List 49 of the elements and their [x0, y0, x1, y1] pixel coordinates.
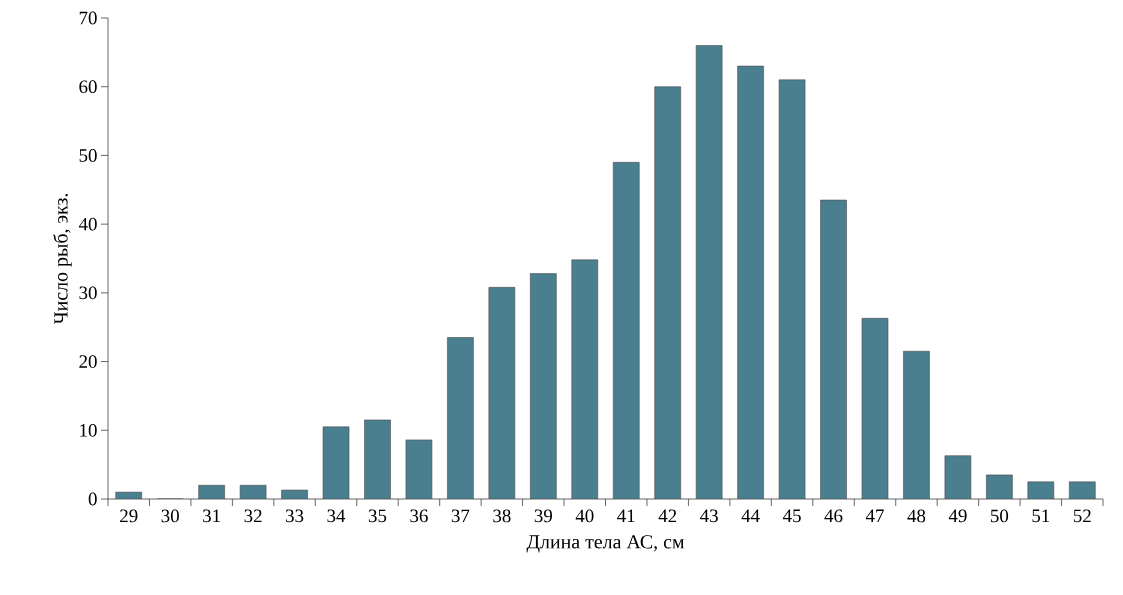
x-tick-label: 49 — [948, 509, 967, 523]
y-tick-label: 0 — [88, 492, 97, 506]
x-tick-label: 39 — [534, 509, 553, 523]
y-axis-title: Число рыб, экз. — [53, 193, 72, 325]
x-tick-label: 52 — [1073, 509, 1091, 523]
x-tick-label: 45 — [782, 509, 801, 523]
x-tick-label: 46 — [824, 509, 843, 523]
y-tick-label: 10 — [80, 423, 97, 437]
bar — [903, 350, 930, 499]
y-tick-label: 70 — [79, 11, 97, 25]
y-tick-label: 50 — [79, 149, 97, 162]
x-tick-label: 29 — [120, 509, 138, 523]
x-tick-label: 51 — [1032, 509, 1050, 523]
x-tick-label: 48 — [907, 509, 926, 523]
x-tick-label: 35 — [368, 509, 387, 523]
bar — [530, 273, 557, 499]
bar — [944, 455, 972, 499]
x-tick-label: 33 — [286, 509, 304, 523]
bar — [447, 337, 474, 499]
x-tick-label: 50 — [990, 509, 1009, 523]
y-tick-label: 30 — [79, 286, 97, 300]
x-tick-label: 34 — [327, 509, 346, 523]
x-tick-label: 41 — [617, 509, 635, 523]
x-tick-label: 44 — [741, 509, 760, 522]
bar — [778, 79, 806, 499]
y-tick-label: 20 — [79, 355, 97, 368]
x-tick-label: 43 — [700, 509, 718, 523]
x-tick-label: 47 — [865, 509, 884, 522]
y-tick-label: 60 — [79, 80, 97, 94]
x-tick-label: 31 — [203, 509, 220, 523]
bar — [820, 199, 847, 499]
x-tick-label: 36 — [410, 509, 428, 523]
bar — [364, 419, 391, 499]
bar — [322, 426, 350, 499]
bar — [612, 162, 640, 499]
x-tick-label: 37 — [451, 509, 470, 523]
bar — [571, 259, 599, 499]
x-axis-title: Длина тела АС, см — [526, 535, 685, 553]
x-tick-label: 40 — [575, 509, 594, 523]
bar — [695, 45, 723, 499]
bar — [737, 65, 764, 499]
bar — [654, 86, 681, 499]
x-tick-label: 38 — [493, 509, 511, 523]
bar — [488, 287, 516, 499]
x-tick-label: 42 — [658, 509, 677, 523]
x-tick-label: 32 — [244, 509, 262, 523]
y-tick-label: 40 — [78, 217, 97, 231]
bar — [861, 317, 889, 499]
x-tick-label: 30 — [161, 509, 179, 523]
